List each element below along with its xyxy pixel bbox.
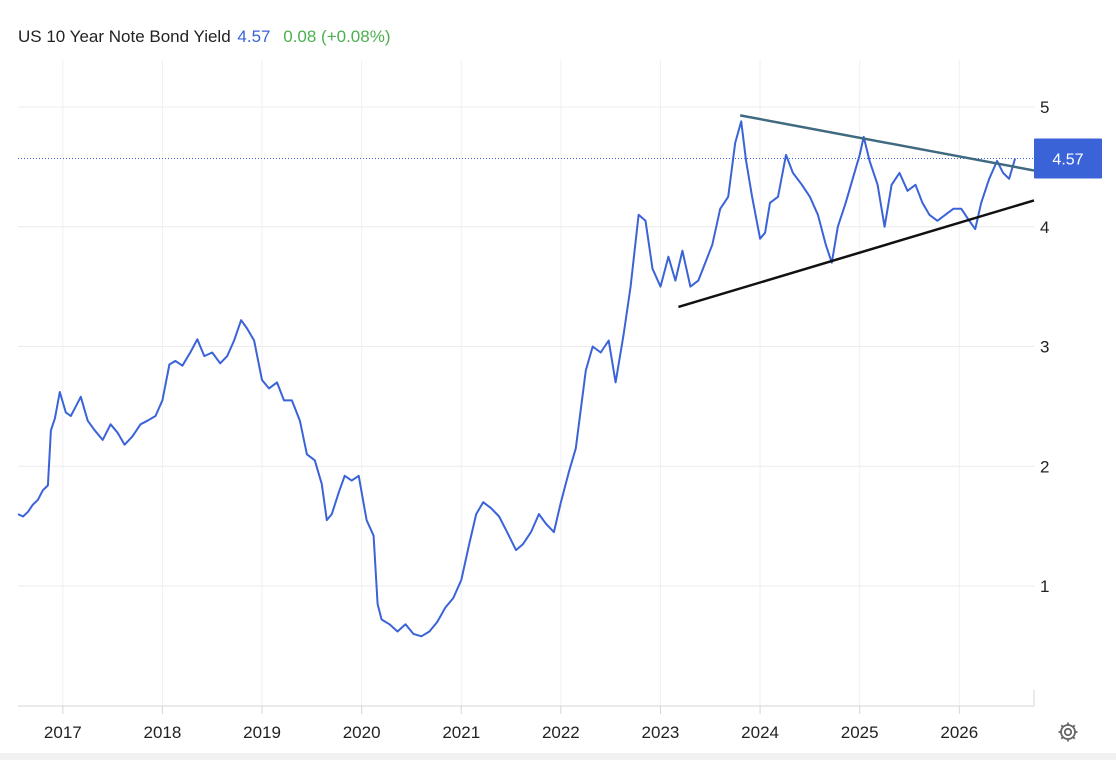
y-gridlines — [18, 106, 1034, 587]
y-tick-labels: 1 2 3 4 5 — [1040, 98, 1049, 596]
x-tick-labels: 2017 2018 2019 2020 2021 2022 2023 2024 2025 2026 — [44, 723, 978, 742]
x-gridlines — [62, 60, 960, 714]
x-tick-label: 2018 — [144, 723, 182, 742]
y-tick-label: 3 — [1040, 338, 1049, 357]
last-value-label: 4.57 — [1052, 151, 1083, 168]
x-tick-label: 2025 — [841, 723, 879, 742]
x-tick-label: 2022 — [542, 723, 580, 742]
x-tick-label: 2019 — [243, 723, 281, 742]
y-tick-label: 1 — [1040, 577, 1049, 596]
bottom-strip — [0, 753, 1116, 760]
y-tick-label: 5 — [1040, 98, 1049, 117]
lower-trendline — [678, 199, 1035, 309]
series-line[interactable] — [17, 120, 1017, 638]
x-tick-label: 2023 — [642, 723, 680, 742]
x-tick-label: 2021 — [442, 723, 480, 742]
y-tick-label: 4 — [1040, 218, 1049, 237]
chart-title: US 10 Year Note Bond Yield — [18, 27, 231, 46]
price-change: 0.08 (+0.08%) — [283, 27, 391, 46]
chart-header: US 10 Year Note Bond Yield 4.57 0.08 (+0… — [18, 27, 391, 47]
x-tick-label: 2026 — [940, 723, 978, 742]
upper-trendline — [739, 114, 1035, 172]
y-tick-label: 2 — [1040, 457, 1049, 476]
gear-icon[interactable] — [1056, 720, 1080, 744]
last-value-badge: 4.57 — [1034, 138, 1102, 179]
current-price: 4.57 — [237, 27, 271, 46]
x-tick-label: 2020 — [343, 723, 381, 742]
x-tick-label: 2024 — [741, 723, 779, 742]
x-tick-label: 2017 — [44, 723, 82, 742]
